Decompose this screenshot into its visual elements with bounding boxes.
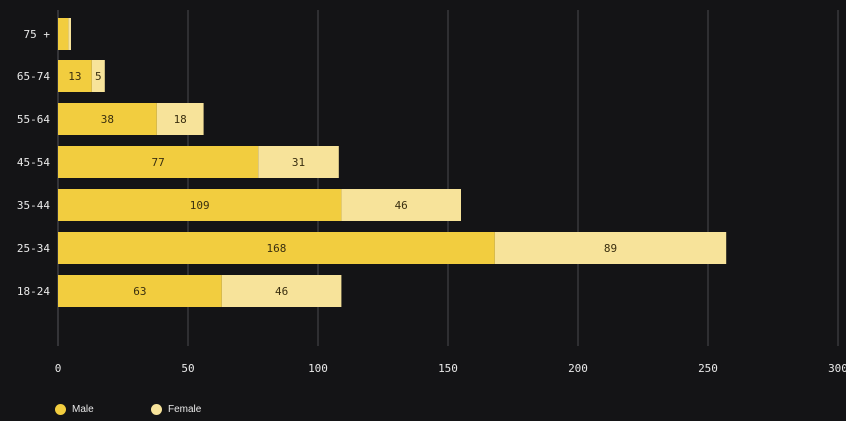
bar-female-35-44 [341, 189, 461, 221]
bar-label-female: 18 [174, 113, 187, 126]
legend: Male Female [0, 400, 846, 421]
legend-swatch-male [55, 404, 66, 415]
x-tick-label: 250 [698, 362, 718, 375]
legend-swatch-female [151, 404, 162, 415]
bar-label-male: 109 [190, 199, 210, 212]
bar-label-female: 31 [292, 156, 305, 169]
y-category-label: 55-64 [17, 113, 50, 126]
y-category-label: 45-54 [17, 156, 50, 169]
bar-label-female: 89 [604, 242, 617, 255]
bar-label-male: 168 [266, 242, 286, 255]
x-tick-label: 200 [568, 362, 588, 375]
y-category-label: 25-34 [17, 242, 50, 255]
bar-male-45-54 [58, 146, 259, 178]
bar-label-female: 46 [395, 199, 408, 212]
y-category-label: 65-74 [17, 70, 50, 83]
legend-item-male[interactable]: Male [55, 404, 94, 415]
x-tick-label: 150 [438, 362, 458, 375]
bar-female-75 [68, 18, 71, 50]
legend-label-female: Female [168, 404, 202, 415]
bar-male-25-34 [58, 232, 495, 264]
bar-label-male: 77 [151, 156, 164, 169]
bar-label-male: 63 [133, 285, 146, 298]
x-tick-label: 0 [55, 362, 62, 375]
x-tick-label: 300 [828, 362, 846, 375]
y-category-label: 75 + [24, 28, 51, 41]
legend-item-female[interactable]: Female [151, 404, 201, 415]
bar-male-18-24 [58, 275, 222, 307]
y-category-label: 18-24 [17, 285, 50, 298]
stacked-bar-chart: 0 50 100 150 200 250 300 75 + 13 5 65-74 38 18 55-64 7… [17, 10, 846, 375]
bar-female-18-24 [221, 275, 342, 307]
bar-label-female: 46 [275, 285, 288, 298]
bar-male-65-74 [58, 60, 92, 92]
bar-male-35-44 [58, 189, 342, 221]
legend-label-male: Male [72, 404, 94, 415]
bar-label-female: 5 [95, 70, 102, 83]
bar-female-65-74 [91, 60, 105, 92]
x-tick-label: 100 [308, 362, 328, 375]
bar-female-25-34 [494, 232, 727, 264]
bar-female-45-54 [258, 146, 339, 178]
x-tick-label: 50 [181, 362, 194, 375]
bar-male-75 [58, 18, 69, 50]
bar-female-55-64 [156, 103, 204, 135]
bar-label-male: 38 [101, 113, 114, 126]
bar-label-male: 13 [68, 70, 81, 83]
y-category-label: 35-44 [17, 199, 50, 212]
bar-male-55-64 [58, 103, 157, 135]
